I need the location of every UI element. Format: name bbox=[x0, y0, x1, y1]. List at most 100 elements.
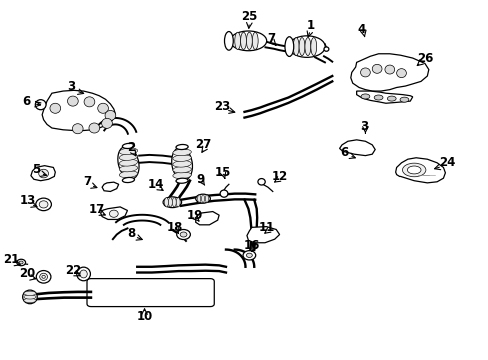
Polygon shape bbox=[350, 54, 428, 91]
Ellipse shape bbox=[24, 298, 36, 303]
Text: 2: 2 bbox=[127, 141, 135, 154]
Ellipse shape bbox=[119, 154, 137, 161]
Ellipse shape bbox=[195, 194, 210, 203]
Ellipse shape bbox=[122, 177, 134, 183]
Ellipse shape bbox=[98, 103, 108, 113]
Ellipse shape bbox=[122, 143, 134, 148]
Ellipse shape bbox=[246, 253, 252, 257]
Ellipse shape bbox=[305, 38, 310, 55]
Ellipse shape bbox=[299, 38, 305, 55]
Text: 23: 23 bbox=[214, 100, 230, 113]
Ellipse shape bbox=[176, 178, 188, 183]
Ellipse shape bbox=[163, 197, 181, 208]
Ellipse shape bbox=[39, 201, 48, 208]
Text: 25: 25 bbox=[241, 10, 257, 23]
Text: 6: 6 bbox=[22, 95, 30, 108]
Text: 17: 17 bbox=[89, 203, 105, 216]
Ellipse shape bbox=[180, 232, 186, 237]
Ellipse shape bbox=[77, 267, 90, 281]
Ellipse shape bbox=[324, 47, 328, 51]
Text: 22: 22 bbox=[64, 264, 81, 277]
Text: 3: 3 bbox=[359, 121, 367, 134]
Polygon shape bbox=[356, 91, 412, 103]
Ellipse shape bbox=[360, 68, 369, 77]
Ellipse shape bbox=[399, 97, 408, 102]
Text: 10: 10 bbox=[136, 310, 152, 324]
Polygon shape bbox=[31, 166, 55, 181]
Ellipse shape bbox=[293, 38, 299, 55]
Ellipse shape bbox=[67, 96, 78, 106]
Text: 21: 21 bbox=[3, 253, 20, 266]
Ellipse shape bbox=[224, 32, 233, 50]
Text: 7: 7 bbox=[83, 175, 91, 188]
Ellipse shape bbox=[22, 290, 37, 304]
Ellipse shape bbox=[40, 273, 47, 280]
Ellipse shape bbox=[119, 148, 137, 155]
Text: 15: 15 bbox=[214, 166, 230, 179]
Ellipse shape bbox=[42, 275, 45, 278]
Polygon shape bbox=[195, 212, 219, 225]
Polygon shape bbox=[246, 226, 279, 243]
Ellipse shape bbox=[72, 124, 83, 134]
Text: 8: 8 bbox=[127, 226, 135, 239]
Text: 19: 19 bbox=[186, 209, 203, 222]
Ellipse shape bbox=[373, 95, 382, 100]
Ellipse shape bbox=[360, 94, 369, 99]
Polygon shape bbox=[395, 158, 445, 183]
Ellipse shape bbox=[89, 123, 100, 133]
Ellipse shape bbox=[105, 111, 116, 121]
Ellipse shape bbox=[168, 198, 172, 207]
Ellipse shape bbox=[197, 195, 200, 203]
Ellipse shape bbox=[35, 100, 46, 110]
Ellipse shape bbox=[118, 147, 139, 179]
Ellipse shape bbox=[246, 32, 252, 49]
Text: 4: 4 bbox=[357, 23, 365, 36]
Text: 3: 3 bbox=[67, 80, 75, 93]
Ellipse shape bbox=[24, 295, 36, 299]
Text: 1: 1 bbox=[305, 19, 314, 32]
Ellipse shape bbox=[176, 198, 180, 207]
Ellipse shape bbox=[36, 271, 51, 283]
Ellipse shape bbox=[172, 149, 191, 156]
Ellipse shape bbox=[288, 36, 325, 57]
Text: 26: 26 bbox=[416, 51, 432, 64]
Text: 7: 7 bbox=[267, 32, 275, 45]
Ellipse shape bbox=[234, 32, 240, 49]
Ellipse shape bbox=[407, 166, 420, 174]
Ellipse shape bbox=[102, 118, 112, 129]
Ellipse shape bbox=[17, 259, 25, 266]
Text: 20: 20 bbox=[20, 267, 36, 280]
Ellipse shape bbox=[119, 159, 137, 166]
Ellipse shape bbox=[402, 163, 425, 177]
Ellipse shape bbox=[84, 97, 95, 107]
Polygon shape bbox=[42, 90, 115, 131]
Ellipse shape bbox=[220, 190, 227, 197]
Text: 5: 5 bbox=[32, 163, 40, 176]
Text: 11: 11 bbox=[258, 221, 274, 234]
Polygon shape bbox=[102, 182, 119, 192]
Ellipse shape bbox=[252, 32, 258, 49]
Ellipse shape bbox=[310, 38, 316, 55]
Text: 12: 12 bbox=[271, 170, 287, 183]
Text: 16: 16 bbox=[243, 239, 260, 252]
Ellipse shape bbox=[230, 31, 266, 51]
Ellipse shape bbox=[257, 179, 264, 185]
Ellipse shape bbox=[50, 103, 61, 113]
Ellipse shape bbox=[164, 198, 168, 207]
Ellipse shape bbox=[386, 96, 395, 101]
Ellipse shape bbox=[176, 229, 190, 239]
Text: 18: 18 bbox=[167, 221, 183, 234]
Polygon shape bbox=[101, 207, 127, 220]
Text: 27: 27 bbox=[195, 138, 211, 150]
Ellipse shape bbox=[36, 198, 51, 211]
Ellipse shape bbox=[39, 169, 48, 178]
Ellipse shape bbox=[172, 172, 191, 179]
Ellipse shape bbox=[109, 210, 118, 217]
Polygon shape bbox=[339, 140, 374, 156]
Text: 13: 13 bbox=[20, 194, 36, 207]
Ellipse shape bbox=[119, 165, 137, 172]
Ellipse shape bbox=[19, 261, 23, 264]
Ellipse shape bbox=[384, 65, 394, 74]
Ellipse shape bbox=[172, 161, 191, 167]
Ellipse shape bbox=[172, 166, 191, 173]
